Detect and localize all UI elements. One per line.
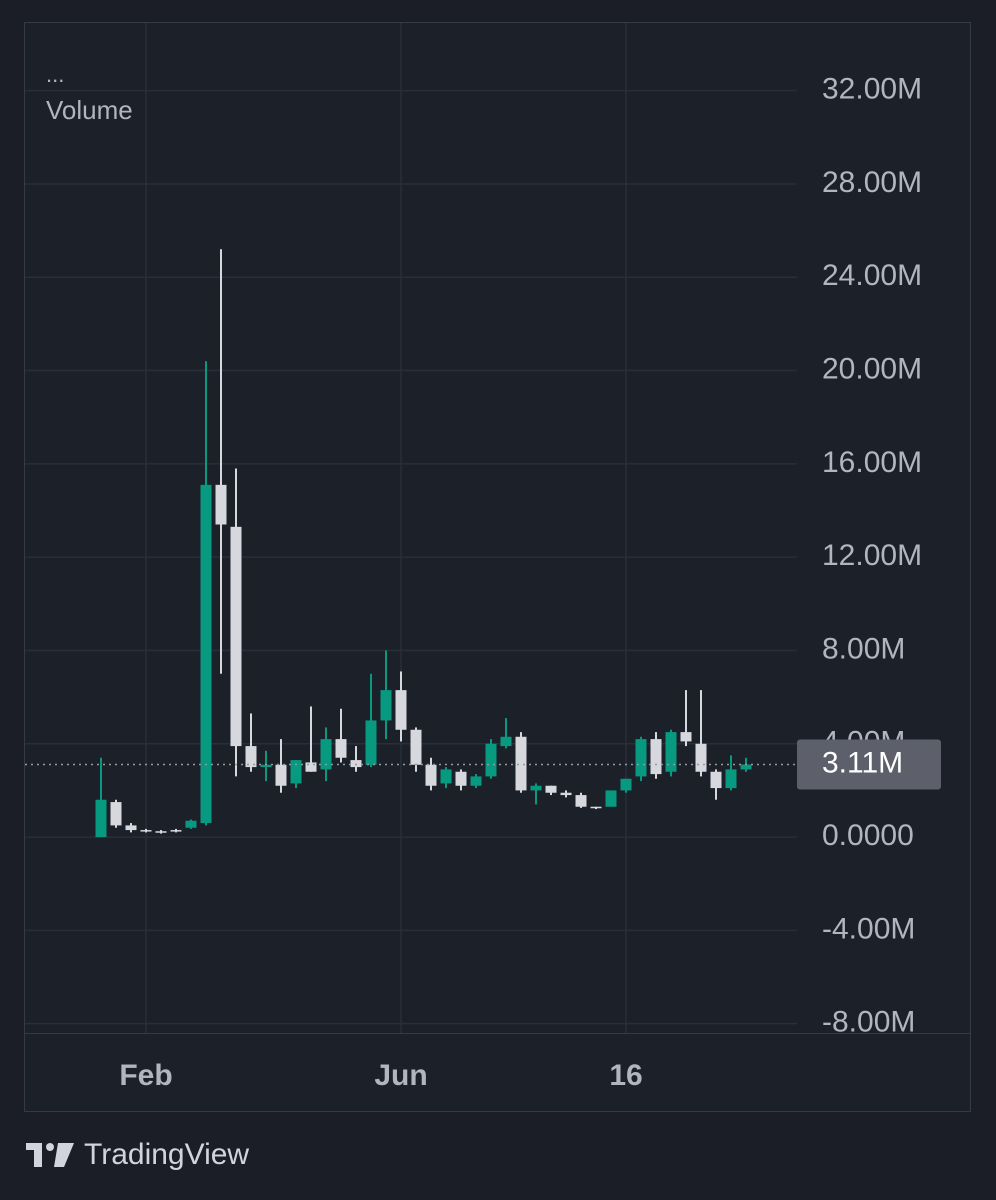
indicator-label: Volume: [46, 95, 133, 125]
candle-body: [695, 743, 707, 772]
candle-body: [680, 732, 692, 742]
candle-body: [275, 764, 287, 786]
logo-dot: [46, 1143, 54, 1151]
y-tick-label: 0.0000: [822, 819, 914, 852]
x-tick-label: Feb: [119, 1059, 172, 1092]
candle-body: [200, 484, 212, 824]
candle-body: [485, 743, 497, 777]
candle-body: [185, 820, 197, 828]
candle-body: [350, 760, 362, 768]
y-tick-label: 28.00M: [822, 166, 922, 199]
candle-body: [530, 785, 542, 791]
candle-body: [260, 764, 272, 768]
logo-slash: [54, 1143, 74, 1167]
logo-stem: [34, 1143, 42, 1167]
candle-body: [410, 729, 422, 765]
candle-body: [470, 776, 482, 786]
menu-dots[interactable]: ...: [46, 62, 64, 87]
candle-body: [560, 792, 572, 796]
y-tick-label: -4.00M: [822, 912, 915, 945]
candle-body: [110, 802, 122, 826]
candle-body: [335, 739, 347, 758]
candle-body: [740, 764, 752, 770]
candle-body: [710, 771, 722, 789]
candle-body: [230, 526, 242, 747]
y-tick-label: 32.00M: [822, 73, 922, 106]
y-tick-label: 24.00M: [822, 259, 922, 292]
candle-body: [635, 739, 647, 777]
y-tick-label: 16.00M: [822, 446, 922, 479]
candle-body: [455, 771, 467, 786]
candle-body: [395, 690, 407, 730]
candle-body: [125, 825, 137, 831]
candle-body: [290, 760, 302, 784]
y-tick-label: 12.00M: [822, 539, 922, 572]
grid: [25, 23, 797, 1033]
candle-body: [95, 799, 107, 838]
candle-body: [365, 720, 377, 765]
candles: [25, 249, 797, 838]
candle-body: [725, 769, 737, 789]
candle-body: [515, 736, 527, 791]
candle-body: [665, 732, 677, 772]
candle-body: [590, 806, 602, 809]
candle-body: [440, 769, 452, 784]
labels: -8.00M-4.00M0.00004.00M8.00M12.00M16.00M…: [119, 73, 941, 1092]
candle-body: [575, 795, 587, 807]
candle-body: [605, 790, 617, 807]
candle-body: [140, 830, 152, 832]
x-tick-label: 16: [609, 1059, 642, 1092]
candle-body: [500, 736, 512, 747]
last-value-box: [797, 739, 941, 790]
candle-body: [320, 739, 332, 770]
candle-body: [425, 764, 437, 786]
candle-body: [170, 830, 182, 832]
candle-body: [245, 746, 257, 768]
candle-body: [155, 831, 167, 833]
candle-body: [545, 785, 557, 793]
logo: [26, 1143, 74, 1167]
candle-body: [215, 484, 227, 525]
y-tick-label: 8.00M: [822, 632, 905, 665]
candle-body: [650, 739, 662, 775]
candle-body: [305, 762, 317, 772]
brand: TradingView: [84, 1138, 249, 1171]
candle-body: [620, 778, 632, 791]
y-tick-label: -8.00M: [822, 1006, 915, 1039]
axis-corner: [798, 1034, 970, 1111]
candle-body: [380, 690, 392, 721]
y-tick-label: 20.00M: [822, 352, 922, 385]
last-value-label: 3.11M: [822, 746, 903, 779]
x-tick-label: Jun: [374, 1059, 427, 1092]
